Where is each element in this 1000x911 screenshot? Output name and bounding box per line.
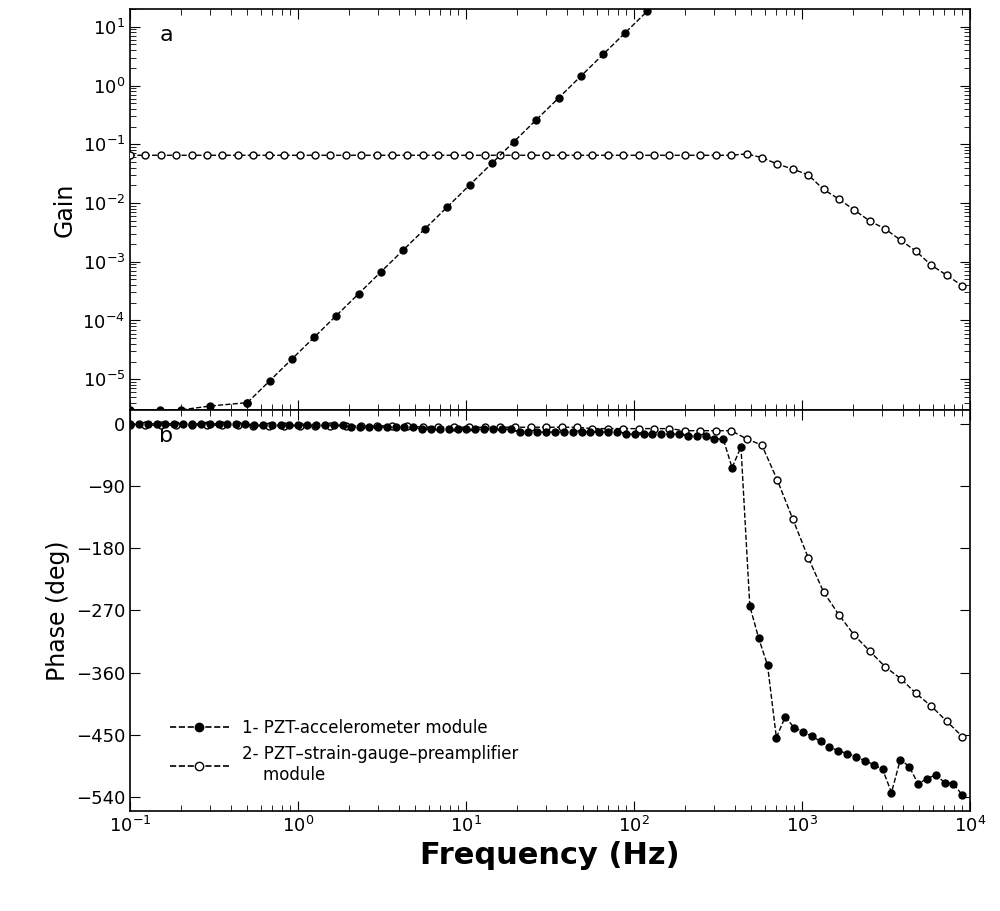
Y-axis label: Gain: Gain bbox=[53, 182, 77, 237]
Text: b: b bbox=[159, 426, 174, 446]
Legend: 1- PZT-accelerometer module, 2- PZT–strain-gauge–preamplifier
    module: 1- PZT-accelerometer module, 2- PZT–stra… bbox=[164, 712, 525, 791]
Text: a: a bbox=[159, 26, 173, 46]
Y-axis label: Phase (deg): Phase (deg) bbox=[46, 540, 70, 681]
X-axis label: Frequency (Hz): Frequency (Hz) bbox=[420, 841, 680, 870]
